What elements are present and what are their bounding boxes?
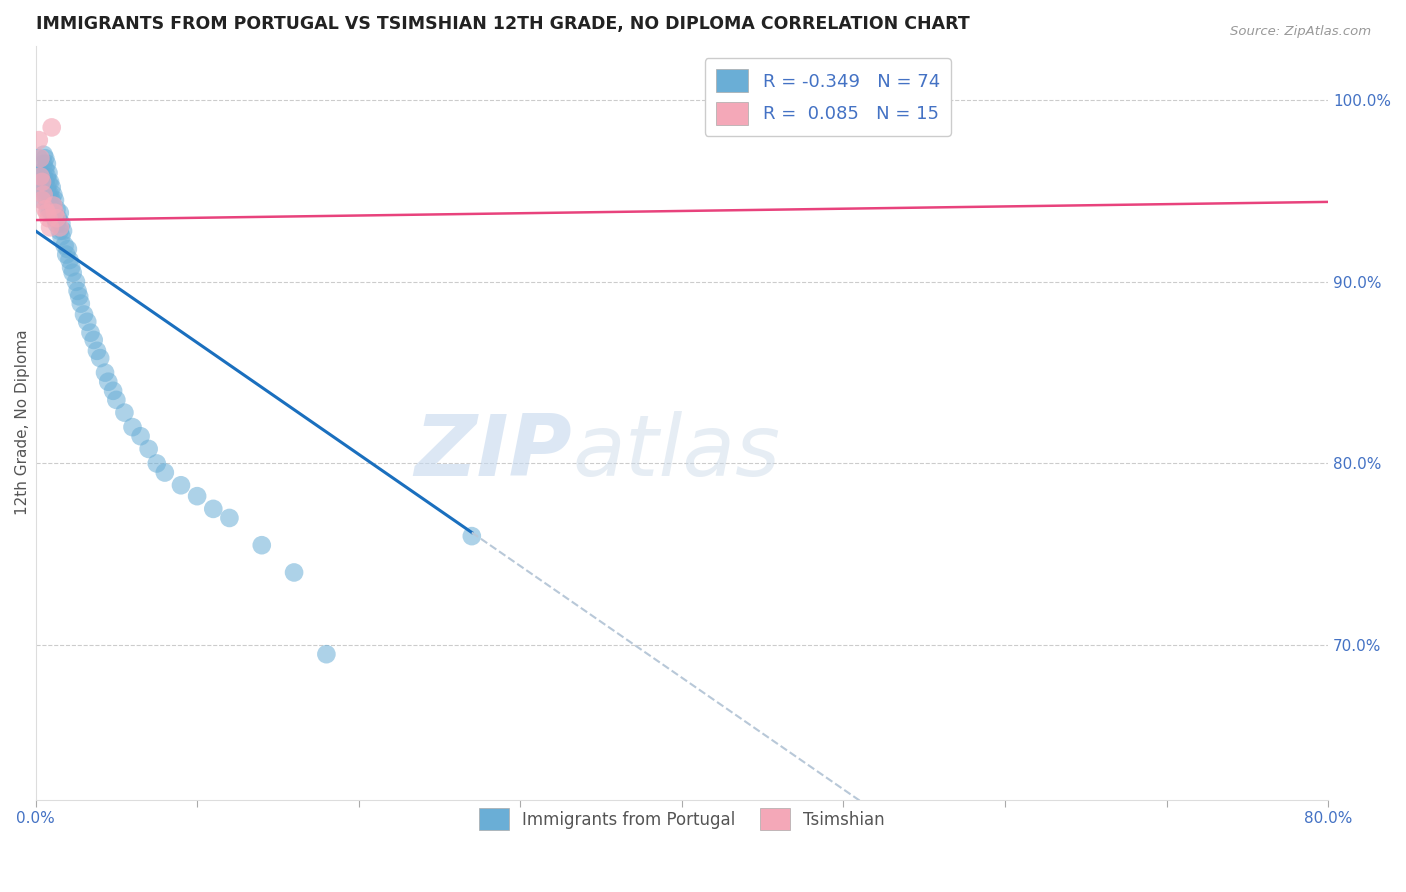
Point (461, 529, 484, 543)
Point (65, 275, 87, 289)
Point (69, 296, 91, 310)
Point (32, 184, 55, 198)
Point (51, 229, 73, 244)
Point (42, 198, 65, 212)
Point (34, 187, 56, 202)
Point (35, 193, 58, 207)
Point (28, 151, 51, 165)
Point (250, 538, 273, 552)
Point (41, 206, 63, 220)
Point (94, 366, 117, 380)
Point (35, 169, 58, 184)
Point (44, 193, 66, 207)
Point (35, 180, 58, 194)
Point (32, 157, 55, 171)
Point (32, 169, 55, 184)
Point (58, 252, 80, 267)
Point (31, 175, 53, 189)
Point (218, 511, 240, 525)
Point (32, 187, 55, 202)
Point (30, 175, 52, 189)
Point (30, 151, 52, 165)
Point (45, 211, 67, 226)
Point (41, 120, 63, 135)
Point (45, 202, 67, 216)
Point (32, 147, 55, 161)
Point (112, 406, 135, 420)
Point (37, 202, 59, 216)
Point (66, 284, 89, 298)
Point (53, 238, 76, 252)
Point (49, 224, 72, 238)
Point (170, 478, 193, 492)
Point (105, 392, 128, 407)
Point (30, 166, 52, 180)
Point (145, 457, 167, 471)
Text: Source: ZipAtlas.com: Source: ZipAtlas.com (1230, 25, 1371, 38)
Point (89, 351, 111, 365)
Point (79, 326, 101, 340)
Point (28, 133, 51, 147)
Point (283, 566, 305, 580)
Text: atlas: atlas (572, 411, 780, 494)
Point (31, 180, 53, 194)
Point (41, 180, 63, 194)
Point (39, 202, 62, 216)
Point (34, 162, 56, 177)
Point (37, 175, 59, 189)
Point (37, 211, 59, 226)
Point (67, 289, 90, 303)
Point (60, 260, 83, 275)
Point (56, 242, 79, 256)
Point (45, 217, 67, 231)
Point (49, 220, 72, 235)
Point (76, 315, 98, 329)
Point (121, 420, 143, 434)
Point (44, 211, 66, 226)
Point (42, 202, 65, 216)
Point (37, 166, 59, 180)
Point (186, 489, 208, 503)
Point (46, 211, 69, 226)
Text: ZIP: ZIP (415, 411, 572, 494)
Point (37, 187, 59, 202)
Point (101, 384, 124, 398)
Point (42, 187, 65, 202)
Point (315, 647, 337, 661)
Point (31, 169, 53, 184)
Legend: Immigrants from Portugal, Tsimshian: Immigrants from Portugal, Tsimshian (472, 802, 891, 837)
Point (153, 466, 176, 480)
Point (49, 206, 72, 220)
Point (52, 224, 75, 238)
Point (129, 429, 152, 443)
Point (35, 157, 58, 171)
Point (35, 206, 58, 220)
Point (39, 175, 62, 189)
Point (41, 193, 63, 207)
Point (34, 202, 56, 216)
Text: IMMIGRANTS FROM PORTUGAL VS TSIMSHIAN 12TH GRADE, NO DIPLOMA CORRELATION CHART: IMMIGRANTS FROM PORTUGAL VS TSIMSHIAN 12… (35, 15, 969, 33)
Point (31, 193, 53, 207)
Point (73, 308, 96, 322)
Point (97, 375, 120, 389)
Point (83, 333, 105, 347)
Point (202, 501, 225, 516)
Point (34, 151, 56, 165)
Point (86, 343, 108, 358)
Point (138, 442, 160, 456)
Point (39, 220, 62, 235)
Point (44, 206, 66, 220)
Point (31, 193, 53, 207)
Point (51, 217, 73, 231)
Point (39, 187, 62, 202)
Point (62, 266, 84, 280)
Point (55, 247, 77, 261)
Point (34, 175, 56, 189)
Y-axis label: 12th Grade, No Diploma: 12th Grade, No Diploma (15, 330, 30, 516)
Point (30, 169, 52, 184)
